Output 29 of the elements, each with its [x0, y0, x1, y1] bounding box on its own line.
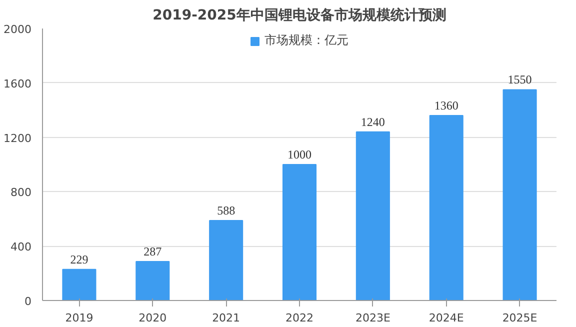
y-tick-label: 1200	[4, 132, 32, 145]
bar	[209, 220, 244, 300]
data-label: 229	[70, 252, 88, 266]
bar	[356, 131, 390, 300]
x-tick-label: 2019	[65, 312, 94, 324]
data-label: 588	[217, 204, 236, 218]
bar	[62, 268, 96, 300]
x-tick-label: 2024E	[428, 312, 464, 324]
x-tick-label: 2023E	[355, 312, 390, 324]
x-tick-label: 2022	[286, 312, 314, 324]
legend-label: 市场规模：亿元	[264, 32, 348, 49]
bar	[502, 89, 537, 300]
data-label: 1360	[434, 98, 458, 113]
bar	[282, 164, 317, 300]
data-label: 1240	[360, 114, 385, 129]
y-tick-label: 800	[10, 186, 32, 200]
x-tick-label: 2021	[212, 312, 240, 324]
y-tick-label: 400	[10, 240, 32, 254]
y-tick-label: 2000	[4, 23, 32, 36]
data-label: 1550	[508, 72, 532, 87]
y-tick-label: 0	[24, 295, 32, 308]
bar	[429, 115, 464, 300]
data-label: 1000	[288, 148, 312, 162]
x-tick-label: 2020	[138, 312, 167, 324]
x-tick-label: 2025E	[502, 312, 538, 324]
data-label: 287	[144, 244, 162, 258]
y-tick-label: 1600	[4, 77, 32, 90]
bar	[136, 260, 170, 300]
chart-title: 2019-2025年中国锂电设备市场规模统计预测	[152, 6, 446, 24]
